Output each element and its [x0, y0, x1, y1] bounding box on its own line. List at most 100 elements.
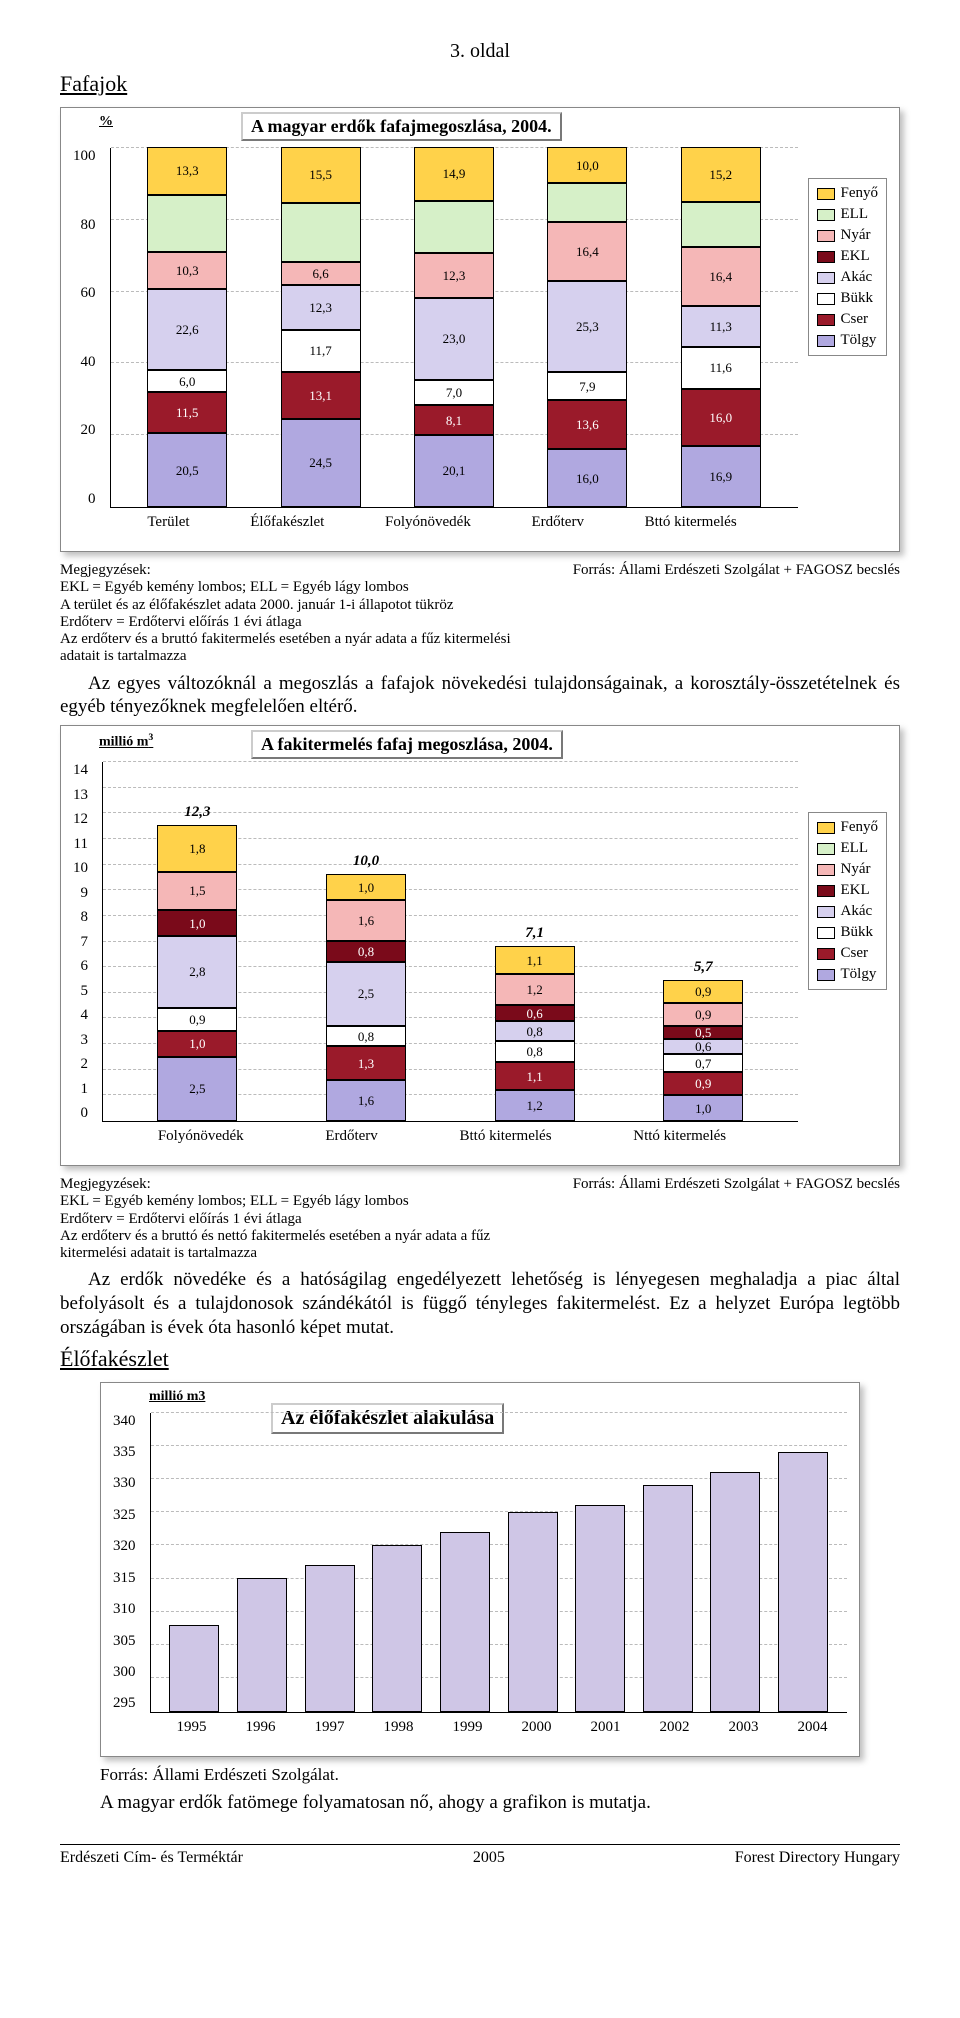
bar-segment: 1,1: [495, 1062, 575, 1090]
chart2-note-lines: EKL = Egyéb kemény lombos; ELL = Egyéb l…: [60, 1193, 547, 1262]
footer-right: Forest Directory Hungary: [735, 1849, 900, 1867]
bar-column: [169, 1625, 219, 1712]
bar-segment: 16,4: [681, 247, 761, 306]
bar-segment: 7,9: [547, 372, 627, 400]
bar-column: [710, 1472, 760, 1712]
x-label: 1995: [177, 1719, 207, 1736]
y-tick: 7: [81, 934, 89, 951]
bar-total-label: 5,7: [694, 959, 713, 976]
bar-segment: 16,4: [547, 222, 627, 281]
legend-swatch: [817, 272, 835, 284]
y-tick: 5: [81, 983, 89, 1000]
bar-segment: 0,6: [495, 1005, 575, 1020]
chart-harvest-share: millió m3 A fakitermelés fafaj megoszlás…: [60, 725, 900, 1166]
y-tick: 3: [81, 1032, 89, 1049]
bar-segment: 13,6: [547, 400, 627, 449]
y-tick: 20: [81, 422, 96, 439]
legend-label: Nyár: [841, 227, 871, 244]
bar-segment: 0,8: [495, 1021, 575, 1042]
legend-item: Fenyő: [817, 819, 879, 836]
x-label: 1997: [315, 1719, 345, 1736]
legend-swatch: [817, 969, 835, 981]
bar: [237, 1578, 287, 1711]
bar-segment: [681, 202, 761, 247]
bar-segment: 0,9: [663, 1003, 743, 1026]
bar-segment: 1,2: [495, 974, 575, 1005]
legend-swatch: [817, 209, 835, 221]
bar-segment: 24,5: [281, 419, 361, 507]
bar-segment: 1,6: [326, 1080, 406, 1121]
legend-label: ELL: [841, 840, 869, 857]
note-line: EKL = Egyéb kemény lombos; ELL = Egyéb l…: [60, 579, 547, 596]
y-tick: 0: [81, 1105, 89, 1122]
section-fafajok-title: Fafajok: [60, 71, 900, 97]
bar-column: 15,216,411,311,616,016,9: [681, 147, 761, 507]
bar-segment: 8,1: [414, 405, 494, 434]
legend-swatch: [817, 188, 835, 200]
section-elofakeszlet-title: Élőfakészlet: [60, 1346, 900, 1372]
bar-segment: 6,6: [281, 262, 361, 286]
y-tick: 13: [73, 787, 88, 804]
bar-segment: 16,0: [681, 389, 761, 447]
bar-column: 14,912,323,07,08,120,1: [414, 147, 494, 507]
y-tick: 1: [81, 1081, 89, 1098]
y-tick: 10: [73, 860, 88, 877]
bar-column: [575, 1505, 625, 1712]
chart3-plot: [150, 1413, 848, 1713]
y-tick: 335: [113, 1444, 136, 1461]
bar-total-label: 7,1: [525, 925, 544, 942]
chart2-legend: FenyőELLNyárEKLAkácBükkCserTölgy: [808, 812, 888, 990]
bar-segment: 13,3: [147, 147, 227, 195]
legend-item: Cser: [817, 311, 879, 328]
note-line: A terület és az élőfakészlet adata 2000.…: [60, 597, 547, 614]
x-label: Folyónövedék: [158, 1128, 244, 1145]
x-label: 2001: [591, 1719, 621, 1736]
y-tick: 320: [113, 1538, 136, 1555]
legend-label: EKL: [841, 882, 870, 899]
bar-segment: 22,6: [147, 289, 227, 370]
bar-segment: 15,5: [281, 147, 361, 203]
bar-segment: 1,0: [663, 1095, 743, 1121]
footer-mid: 2005: [473, 1849, 505, 1867]
legend-item: Tölgy: [817, 966, 879, 983]
bar-segment: 12,3: [414, 253, 494, 297]
legend-swatch: [817, 843, 835, 855]
bar-segment: [547, 183, 627, 222]
bar-segment: 1,0: [326, 874, 406, 900]
bar-segment: [147, 195, 227, 252]
bar-segment: 20,1: [414, 435, 494, 507]
note-line: Erdőterv = Erdőtervi előírás 1 évi átlag…: [60, 1211, 547, 1228]
legend-swatch: [817, 906, 835, 918]
bar-segment: 23,0: [414, 298, 494, 381]
legend-label: EKL: [841, 248, 870, 265]
bar: [169, 1625, 219, 1712]
chart2-area: 14131211109876543210 12,31,81,51,02,80,9…: [73, 762, 887, 1122]
bar-column: [778, 1452, 828, 1712]
chart2-notes: Megjegyzések: EKL = Egyéb kemény lombos;…: [60, 1176, 900, 1262]
bar-segment: 1,6: [326, 900, 406, 941]
x-label: Terület: [147, 514, 189, 531]
legend-swatch: [817, 335, 835, 347]
y-tick: 6: [81, 958, 89, 975]
y-tick: 14: [73, 762, 88, 779]
bar-total-label: 10,0: [353, 853, 379, 870]
legend-item: ELL: [817, 840, 879, 857]
x-label: 1999: [453, 1719, 483, 1736]
legend-item: Bükk: [817, 924, 879, 941]
y-tick: 0: [88, 491, 96, 508]
x-label: 2003: [729, 1719, 759, 1736]
legend-swatch: [817, 251, 835, 263]
bar-segment: 0,9: [157, 1008, 237, 1031]
bar-column: 7,11,11,20,60,80,81,11,2: [495, 946, 575, 1121]
legend-item: Tölgy: [817, 332, 879, 349]
chart3-x-labels: 1995199619971998199920002001200220032004: [157, 1719, 847, 1736]
bar: [778, 1452, 828, 1712]
y-tick: 8: [81, 909, 89, 926]
chart3-y-axis: 340335330325320315310305300295: [113, 1413, 140, 1713]
legend-swatch: [817, 927, 835, 939]
bar-column: 12,31,81,51,02,80,91,02,5: [157, 825, 237, 1121]
bar-segment: 0,8: [326, 1026, 406, 1047]
legend-item: Cser: [817, 945, 879, 962]
bar-segment: 1,0: [157, 1031, 237, 1057]
bar-segment: 0,8: [326, 941, 406, 962]
